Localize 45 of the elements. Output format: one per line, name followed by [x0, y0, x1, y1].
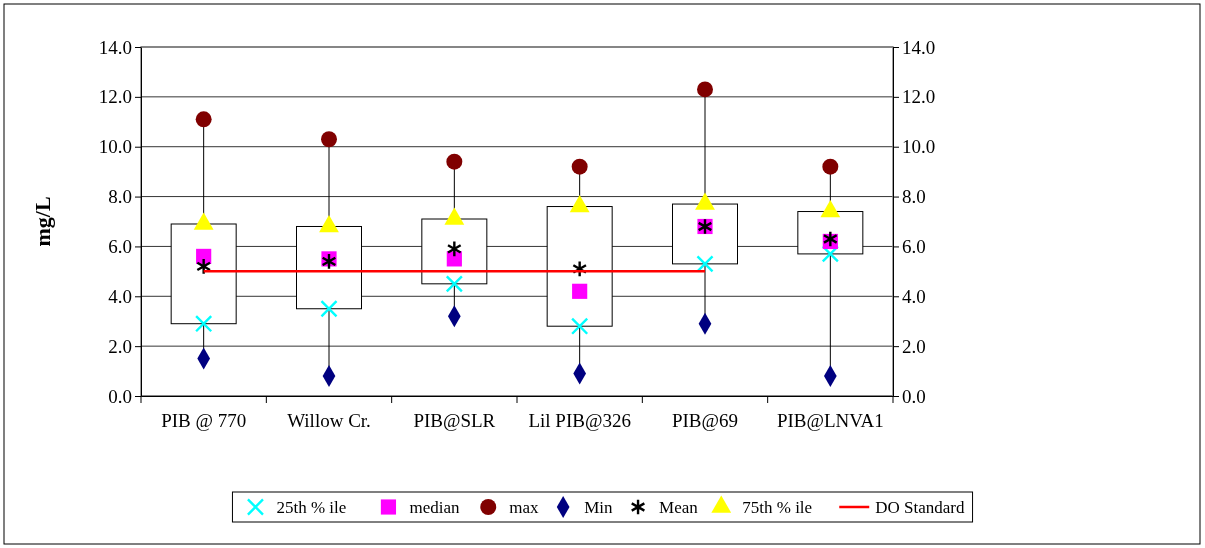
y2-tick-label: 8.0	[902, 186, 926, 208]
y2-tick-label: 2.0	[902, 335, 926, 357]
point	[321, 131, 337, 148]
legend-label: 75th % ile	[742, 498, 813, 517]
x-tick-label: Lil PIB@326	[528, 410, 631, 432]
point	[194, 314, 213, 333]
x-tick-label: Willow Cr.	[287, 410, 371, 432]
point	[571, 158, 588, 175]
y-tick-label: 2.0	[108, 335, 132, 357]
y-tick-label: 12.0	[98, 86, 132, 108]
y2-tick-label: 14.0	[902, 36, 936, 58]
point	[195, 111, 212, 128]
y2-tick-label: 6.0	[902, 236, 926, 258]
x-tick-label: PIB@SLR	[413, 410, 496, 432]
legend-label: Mean	[659, 498, 699, 517]
y-tick-label: 8.0	[108, 186, 132, 208]
y2-tick-label: 4.0	[902, 285, 926, 307]
y2-tick-label: 0.0	[902, 385, 926, 407]
y-tick-label: 10.0	[98, 136, 132, 158]
y-axis-title: mg/L	[30, 196, 55, 247]
y-tick-label: 14.0	[98, 36, 132, 58]
point	[696, 255, 714, 273]
point	[570, 317, 589, 335]
legend-label: max	[509, 498, 540, 517]
y-tick-label: 0.0	[108, 385, 132, 407]
point	[196, 257, 212, 275]
x-tick-label: PIB@69	[671, 410, 739, 432]
x-tick-label: PIB@LNVA1	[776, 410, 884, 432]
point	[445, 275, 464, 293]
legend-label: Min	[584, 498, 613, 517]
y-tick-label: 4.0	[108, 285, 132, 307]
legend-label: DO Standard	[875, 498, 965, 517]
point	[320, 300, 338, 318]
y2-tick-label: 10.0	[902, 136, 936, 158]
x-tick-label: PIB @ 770	[161, 410, 247, 432]
point	[822, 158, 839, 175]
y2-tick-label: 12.0	[902, 86, 936, 108]
point	[572, 260, 588, 278]
point	[446, 153, 463, 170]
point	[821, 245, 840, 263]
point	[572, 283, 588, 299]
legend-label: median	[409, 498, 460, 517]
point	[697, 81, 713, 98]
y-tick-label: 6.0	[108, 236, 132, 258]
legend-label: 25th % ile	[276, 498, 347, 517]
